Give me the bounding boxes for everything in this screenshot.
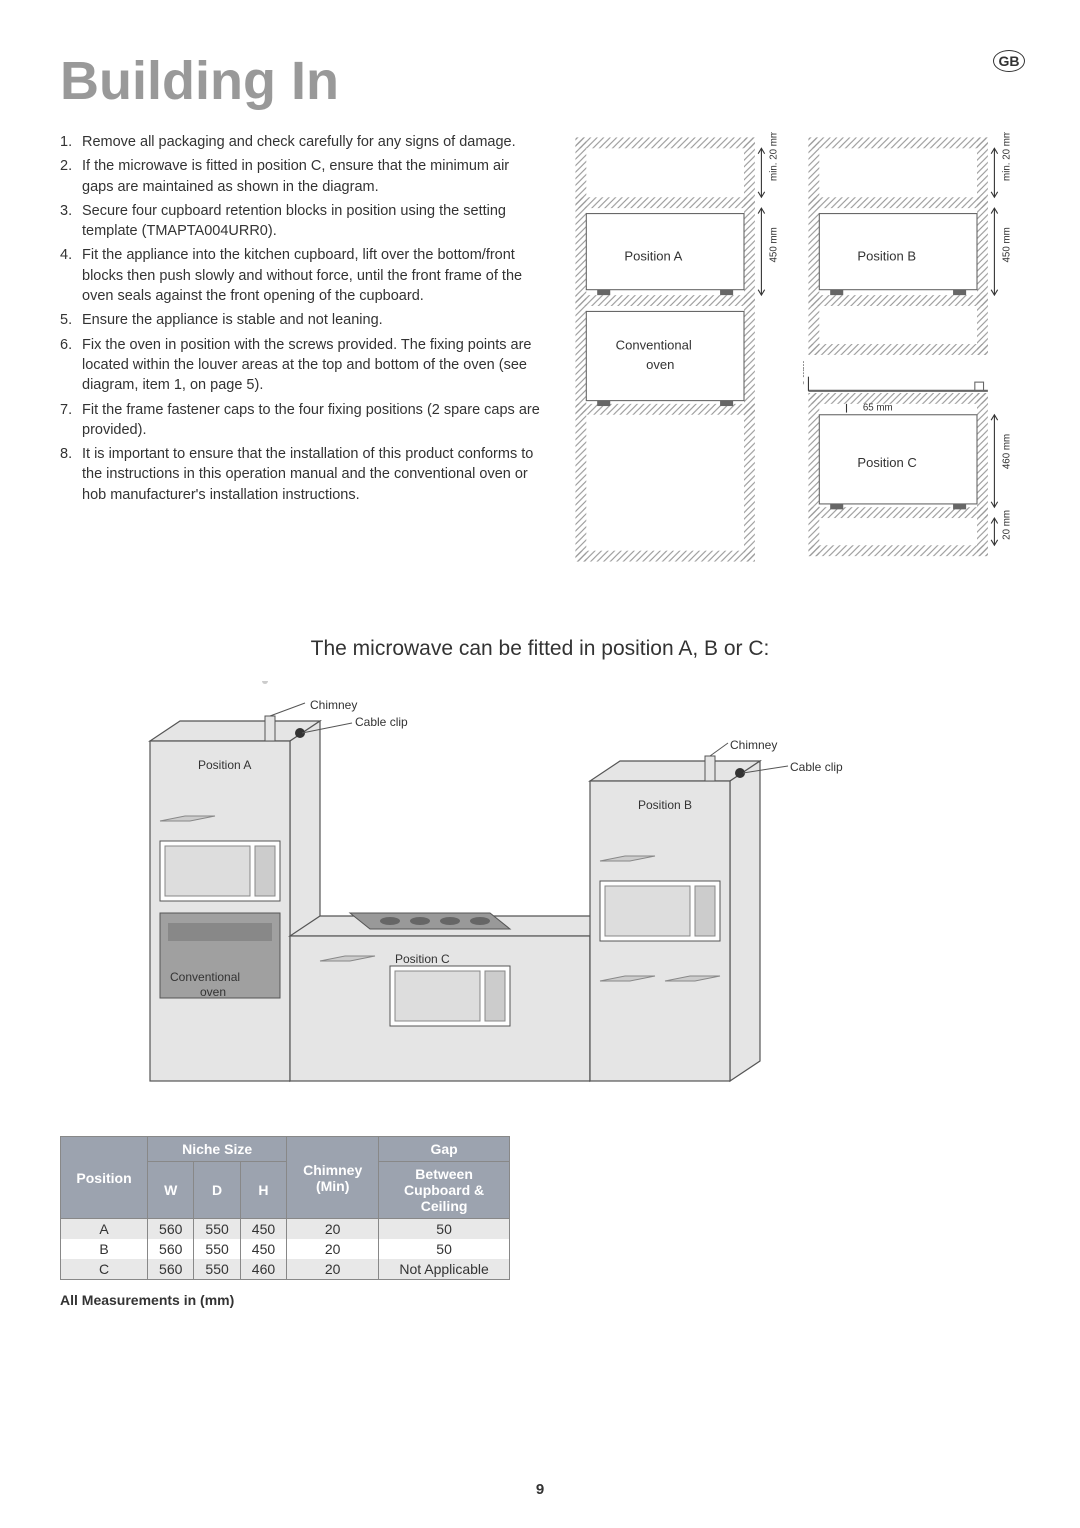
label-chimney-right: Chimney	[730, 738, 777, 752]
step: Remove all packaging and check carefully…	[60, 132, 540, 152]
th-gap: Gap	[379, 1137, 510, 1162]
step: If the microwave is fitted in position C…	[60, 156, 540, 197]
th-niche: Niche Size	[148, 1137, 287, 1162]
dimensions-table: Position Niche Size Chimney (Min) Gap W …	[60, 1136, 510, 1280]
th-between: Between Cupboard & Ceiling	[379, 1162, 510, 1219]
label-cableclip-right: Cable clip	[790, 760, 843, 774]
step: Fix the oven in position with the screws…	[60, 335, 540, 396]
table-note: All Measurements in (mm)	[60, 1292, 510, 1308]
table-row: C 560 550 460 20 Not Applicable	[61, 1259, 510, 1280]
diagram-position-bc: Position B min. 20 mm 450 mm	[803, 132, 1021, 567]
th-w: W	[148, 1162, 194, 1219]
label-position-c: Position C	[857, 455, 916, 470]
instructions: Remove all packaging and check carefully…	[60, 132, 540, 567]
step: Fit the frame fastener caps to the four …	[60, 400, 540, 441]
table-row: A 560 550 450 20 50	[61, 1219, 510, 1240]
table-row: B 560 550 450 20 50	[61, 1239, 510, 1259]
label-chimney-left: Chimney	[310, 698, 357, 712]
label-position-b: Position B	[857, 248, 916, 263]
th-chimney: Chimney (Min)	[287, 1137, 379, 1219]
page-title: Building In	[60, 50, 1020, 112]
th-d: D	[194, 1162, 240, 1219]
top-diagrams: Position A Conventional oven min. 20 mm …	[570, 132, 1020, 567]
label-position-a-kitchen: Position A	[198, 758, 251, 772]
label-65mm: 65 mm	[862, 402, 892, 413]
step: Secure four cupboard retention blocks in…	[60, 201, 540, 242]
country-badge: GB	[993, 50, 1025, 72]
label-450: 450 mm	[769, 227, 780, 262]
diagram-position-a: Position A Conventional oven min. 20 mm …	[570, 132, 788, 567]
label-conventional-oven: Conventional	[616, 338, 692, 353]
dimensions-table-area: Position Niche Size Chimney (Min) Gap W …	[60, 1136, 510, 1308]
kitchen-diagram: Chimney Cable clip Position A Convention…	[60, 681, 1020, 1101]
page-number: 9	[536, 1481, 544, 1498]
step: Fit the appliance into the kitchen cupbo…	[60, 245, 540, 306]
step: It is important to ensure that the insta…	[60, 444, 540, 505]
svg-text:450 mm: 450 mm	[1001, 227, 1012, 262]
svg-text:min. 20 mm: min. 20 mm	[1001, 132, 1012, 181]
content-row: Remove all packaging and check carefully…	[60, 132, 1020, 567]
svg-text:oven: oven	[200, 985, 226, 999]
sub-heading: The microwave can be fitted in position …	[60, 637, 1020, 661]
label-min20: min. 20 mm	[769, 132, 780, 181]
svg-text:20 mm: 20 mm	[1001, 510, 1012, 540]
th-h: H	[240, 1162, 286, 1219]
label-position-b-kitchen: Position B	[638, 798, 692, 812]
svg-text:5 mm: 5 mm	[803, 361, 806, 385]
th-position: Position	[61, 1137, 148, 1219]
label-position-a: Position A	[624, 248, 682, 263]
step: Ensure the appliance is stable and not l…	[60, 310, 540, 330]
label-cableclip-left: Cable clip	[355, 715, 408, 729]
svg-text:oven: oven	[646, 357, 674, 372]
svg-text:460 mm: 460 mm	[1001, 434, 1012, 469]
label-conv-oven-kitchen: Conventional	[170, 970, 240, 984]
label-position-c-kitchen: Position C	[395, 952, 450, 966]
